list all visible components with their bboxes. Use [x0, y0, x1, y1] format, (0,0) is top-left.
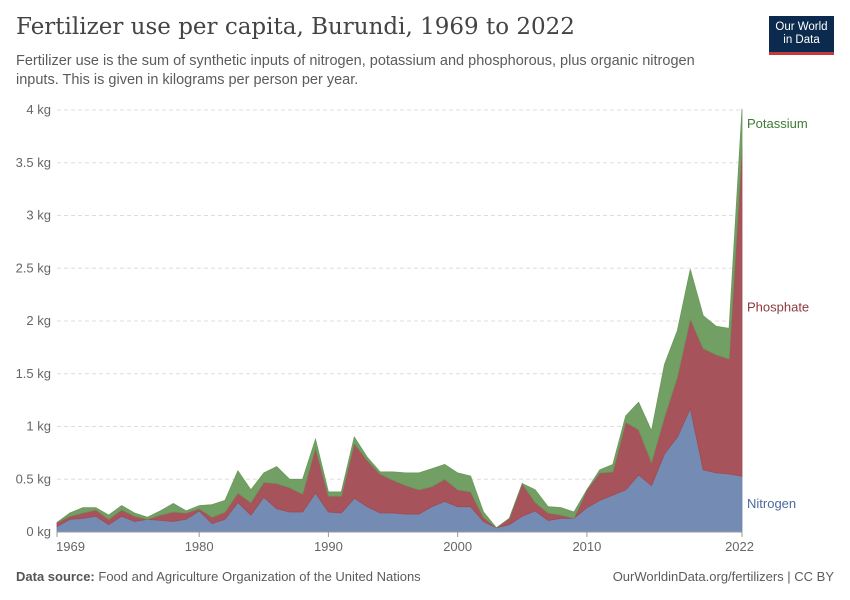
x-tick-label: 1980 [185, 539, 214, 554]
y-tick-label: 4 kg [26, 102, 51, 117]
x-tick-label: 1969 [56, 539, 85, 554]
y-tick-label: 0.5 kg [16, 471, 51, 486]
logo-line-1: Our World [775, 21, 828, 33]
series-label-potassium: Potassium [747, 116, 808, 131]
series-label-nitrogen: Nitrogen [747, 496, 796, 511]
area-phosphate [56, 146, 743, 529]
logo-line-2: in Data [783, 34, 820, 46]
owid-logo[interactable]: Our World in Data [769, 16, 834, 55]
data-source-text: Food and Agriculture Organization of the… [98, 569, 421, 584]
x-tick-label: 2000 [443, 539, 472, 554]
y-tick-label: 3.5 kg [16, 155, 51, 170]
y-tick-label: 3 kg [26, 208, 51, 223]
chart-title: Fertilizer use per capita, Burundi, 1969… [16, 14, 575, 40]
area-potassium [56, 108, 743, 529]
source-url-link[interactable]: OurWorldinData.org/fertilizers | CC BY [612, 569, 834, 584]
x-tick-label: 2010 [572, 539, 601, 554]
data-source-label: Data source: [16, 569, 95, 584]
chart-subtitle: Fertilizer use is the sum of synthetic i… [16, 53, 695, 88]
y-tick-label: 2.5 kg [16, 260, 51, 275]
y-tick-label: 2 kg [26, 313, 51, 328]
x-tick-label: 1990 [314, 539, 343, 554]
y-tick-label: 1.5 kg [16, 366, 51, 381]
x-tick-label: 2022 [725, 539, 754, 554]
y-tick-label: 0 kg [26, 524, 51, 539]
series-label-phosphate: Phosphate [747, 300, 809, 315]
y-tick-label: 1 kg [26, 419, 51, 434]
data-source: Data source: Food and Agriculture Organi… [16, 569, 421, 584]
